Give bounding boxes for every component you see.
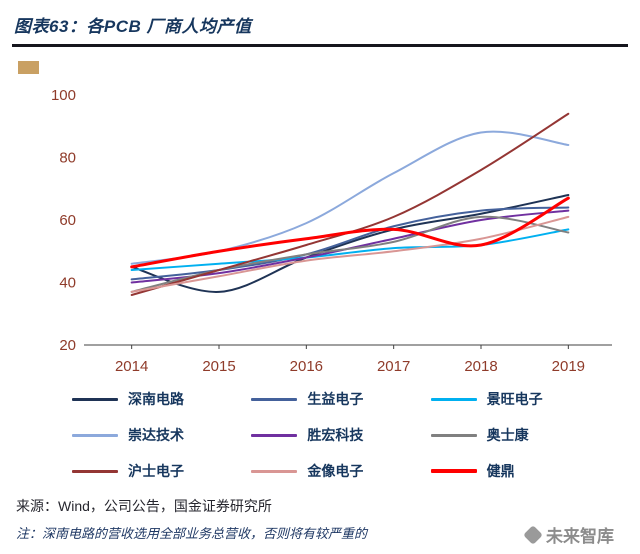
legend-item: 金像电子 bbox=[251, 461, 430, 481]
figure-title: 图表63：各PCB 厂商人均产值 bbox=[14, 17, 252, 36]
legend-item: 崇达技术 bbox=[72, 425, 251, 445]
legend-label: 深南电路 bbox=[128, 391, 184, 407]
figure-header: 图表63：各PCB 厂商人均产值 bbox=[0, 0, 640, 37]
svg-text:2018: 2018 bbox=[464, 358, 497, 375]
legend-swatch bbox=[72, 433, 118, 437]
legend-swatch bbox=[430, 469, 477, 473]
legend-label: 崇达技术 bbox=[128, 427, 184, 443]
svg-text:2017: 2017 bbox=[377, 358, 410, 375]
watermark-logo-icon bbox=[523, 524, 543, 545]
svg-text:80: 80 bbox=[59, 150, 76, 167]
legend-label: 健鼎 bbox=[486, 463, 515, 479]
legend-swatch bbox=[72, 397, 118, 401]
svg-text:2016: 2016 bbox=[290, 358, 323, 375]
legend-swatch bbox=[251, 433, 298, 437]
legend-label: 沪士电子 bbox=[128, 463, 184, 479]
legend-item: 沪士电子 bbox=[72, 461, 251, 481]
note-text: 注：深南电路的营收选用全部业务总营收，否则将有较严重的 bbox=[16, 526, 368, 541]
watermark-text: 未来智库 bbox=[546, 527, 614, 546]
legend-item: 健鼎 bbox=[430, 461, 610, 481]
legend-label: 金像电子 bbox=[307, 463, 364, 479]
title-underline bbox=[12, 44, 628, 47]
legend-item: 奥士康 bbox=[430, 425, 610, 445]
legend-swatch bbox=[251, 397, 298, 401]
watermark: 未来智库 bbox=[520, 522, 614, 547]
legend-item: 生益电子 bbox=[251, 389, 430, 409]
legend-item: 景旺电子 bbox=[430, 389, 610, 409]
svg-text:100: 100 bbox=[51, 87, 76, 104]
svg-text:40: 40 bbox=[59, 275, 76, 292]
legend-swatch bbox=[430, 397, 477, 401]
chart-svg: 20 40 60 80 100 2014 2015 2016 2017 2018 2019 bbox=[51, 87, 612, 375]
svg-text:60: 60 bbox=[59, 212, 76, 229]
legend-item: 胜宏科技 bbox=[251, 425, 430, 445]
svg-text:20: 20 bbox=[59, 337, 76, 354]
legend-label: 景旺电子 bbox=[486, 391, 543, 407]
legend-label: 胜宏科技 bbox=[307, 427, 364, 443]
legend-label: 生益电子 bbox=[307, 391, 364, 407]
svg-text:2014: 2014 bbox=[115, 358, 148, 375]
legend-item: 深南电路 bbox=[72, 389, 251, 409]
svg-text:2015: 2015 bbox=[202, 358, 235, 375]
legend-swatch bbox=[430, 433, 477, 437]
legend: 深南电路 生益电子 景旺电子崇达技术 胜宏科技 奥士康沪士电子 金像电子 健鼎 bbox=[0, 379, 640, 481]
chart-area: 20 40 60 80 100 2014 2015 2016 2017 2018 2019 bbox=[0, 79, 640, 379]
legend-swatch bbox=[72, 469, 118, 473]
accent-square bbox=[18, 61, 39, 74]
legend-label: 奥士康 bbox=[486, 427, 529, 443]
svg-text:2019: 2019 bbox=[552, 358, 585, 375]
legend-swatch bbox=[251, 469, 298, 473]
source-text: 来源：Wind，公司公告，国金证券研究所 bbox=[16, 498, 272, 514]
